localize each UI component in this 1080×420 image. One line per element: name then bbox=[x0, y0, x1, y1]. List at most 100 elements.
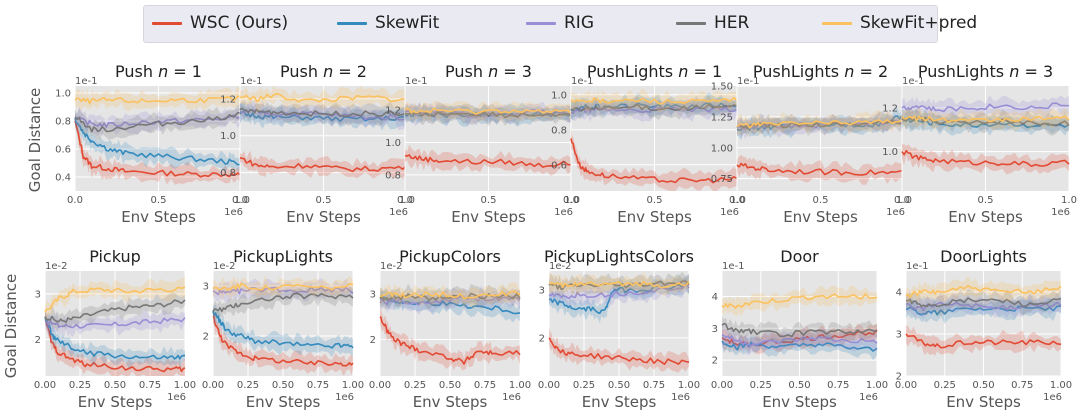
y-multiplier: 1e-1 bbox=[722, 261, 745, 272]
series-line bbox=[905, 284, 1062, 299]
series-line bbox=[901, 149, 1070, 168]
x-tick-label: 0.0 bbox=[232, 195, 248, 206]
series-band bbox=[45, 311, 185, 369]
series-line bbox=[721, 329, 878, 348]
y-multiplier: 1e-1 bbox=[571, 76, 594, 87]
series-line bbox=[905, 301, 1062, 312]
y-multiplier: 1e-1 bbox=[737, 76, 760, 87]
series-line bbox=[74, 95, 243, 105]
y-tick-label: 0.75 bbox=[711, 174, 733, 185]
series-band bbox=[240, 150, 407, 180]
series-line bbox=[404, 107, 573, 115]
x-multiplier: 1e6 bbox=[224, 207, 243, 218]
x-tick-label: 0.50 bbox=[439, 380, 461, 391]
x-tick-label: 1.0 bbox=[1061, 195, 1077, 206]
series-line bbox=[239, 107, 408, 117]
x-tick-label: 1.00 bbox=[509, 380, 531, 391]
x-tick-label: 0.75 bbox=[139, 380, 161, 391]
y-tick-label: 0.8 bbox=[55, 117, 71, 128]
subplot: 0.0 0.5 1.0 0.8 1.0 1.2 Push n = 2 1e-1 1e6 Env S… bbox=[220, 62, 415, 226]
x-multiplier: 1e6 bbox=[389, 207, 408, 218]
series-band bbox=[75, 104, 242, 141]
x-tick-label: 0.25 bbox=[750, 380, 772, 391]
y-tick-label: 1.2 bbox=[882, 103, 898, 114]
series-line bbox=[570, 138, 739, 184]
subplot-title: PushLights n = 2 bbox=[753, 62, 888, 81]
x-tick-label: 1.0 bbox=[234, 195, 250, 206]
legend-swatch bbox=[337, 22, 367, 25]
series-band bbox=[549, 328, 689, 373]
x-tick-label: 1.00 bbox=[1050, 380, 1072, 391]
series-line bbox=[379, 290, 521, 300]
x-tick-label: 0.75 bbox=[827, 380, 849, 391]
subplot: 0.0 0.5 1.0 0.4 0.6 0.8 1.0 Push n = 1 1e-1 1e6 En… bbox=[55, 62, 250, 226]
x-tick-label: 0.50 bbox=[972, 380, 994, 391]
legend: WSC (Ours) SkewFit RIG HER SkewFit+pred bbox=[143, 5, 977, 43]
x-tick-label: 0.0 bbox=[67, 195, 83, 206]
x-tick-label: 0.5 bbox=[813, 195, 829, 206]
x-tick-label: 0.5 bbox=[978, 195, 994, 206]
y-tick-label: 1.25 bbox=[711, 112, 733, 123]
subplot-title: Push n = 2 bbox=[280, 62, 367, 81]
series-band bbox=[75, 109, 242, 174]
series-band bbox=[45, 277, 185, 319]
series-band bbox=[240, 99, 407, 126]
x-tick-label: 1.00 bbox=[342, 380, 364, 391]
x-tick-label: 1.00 bbox=[174, 380, 196, 391]
y-multiplier: 1e-2 bbox=[213, 261, 236, 272]
x-axis-label: Env Steps bbox=[413, 393, 488, 411]
x-tick-label: 0.25 bbox=[237, 380, 259, 391]
subplot-title: PushLights n = 3 bbox=[918, 62, 1053, 81]
x-axis-label: Env Steps bbox=[78, 393, 153, 411]
x-tick-label: 0.00 bbox=[34, 380, 56, 391]
x-tick-label: 0.75 bbox=[474, 380, 496, 391]
y-tick-label: 2 bbox=[370, 335, 376, 346]
series-band bbox=[405, 102, 572, 127]
x-tick-label: 1.0 bbox=[399, 195, 415, 206]
series-line bbox=[379, 316, 521, 365]
subplot-title: Push n = 1 bbox=[115, 62, 202, 81]
x-tick-label: 0.50 bbox=[272, 380, 294, 391]
series-line bbox=[736, 162, 905, 176]
series-line bbox=[905, 305, 1061, 316]
series-band bbox=[906, 325, 1061, 356]
series-line bbox=[212, 310, 354, 349]
series-band bbox=[405, 144, 572, 176]
series-line bbox=[548, 280, 690, 291]
y-tick-label: 0.4 bbox=[55, 173, 71, 184]
x-tick-label: 0.25 bbox=[404, 380, 426, 391]
x-tick-label: 1.0 bbox=[896, 195, 912, 206]
series-band bbox=[571, 88, 738, 114]
x-tick-label: 0.0 bbox=[894, 195, 910, 206]
y-tick-label: 2 bbox=[203, 332, 209, 343]
y-tick-label: 4 bbox=[712, 292, 718, 303]
subplot: 0.00 0.25 0.50 0.75 1.00 2 3 PickupLightsColors… bbox=[538, 247, 700, 411]
y-multiplier: 1e-2 bbox=[380, 261, 403, 272]
y-tick-label: 1.0 bbox=[385, 138, 401, 149]
legend-label: WSC (Ours) bbox=[190, 13, 289, 33]
series-line bbox=[404, 154, 573, 168]
subplot-title: Push n = 3 bbox=[445, 62, 532, 81]
x-multiplier: 1e6 bbox=[1051, 207, 1070, 218]
legend-label: SkewFit+pred bbox=[860, 13, 978, 33]
y-tick-label: 2 bbox=[35, 335, 41, 346]
y-tick-label: 2 bbox=[896, 372, 902, 383]
y-multiplier: 1e-1 bbox=[240, 76, 263, 87]
x-axis-label: Env Steps bbox=[451, 208, 526, 226]
series-line bbox=[905, 333, 1062, 349]
y-tick-label: 0.6 bbox=[551, 160, 567, 171]
series-line bbox=[721, 333, 878, 347]
y-tick-label: 3 bbox=[203, 282, 209, 293]
y-multiplier: 1e-1 bbox=[75, 76, 98, 87]
series-line bbox=[736, 119, 905, 131]
series-line bbox=[379, 296, 521, 315]
legend-label: HER bbox=[714, 13, 750, 33]
x-axis-label: Env Steps bbox=[617, 208, 692, 226]
row-ylabel: Goal Distance bbox=[2, 274, 20, 379]
series-line bbox=[721, 293, 878, 310]
x-tick-label: 0.00 bbox=[711, 380, 733, 391]
x-multiplier: 1e6 bbox=[554, 207, 573, 218]
x-tick-label: 0.00 bbox=[538, 380, 560, 391]
series-line bbox=[905, 297, 1062, 308]
